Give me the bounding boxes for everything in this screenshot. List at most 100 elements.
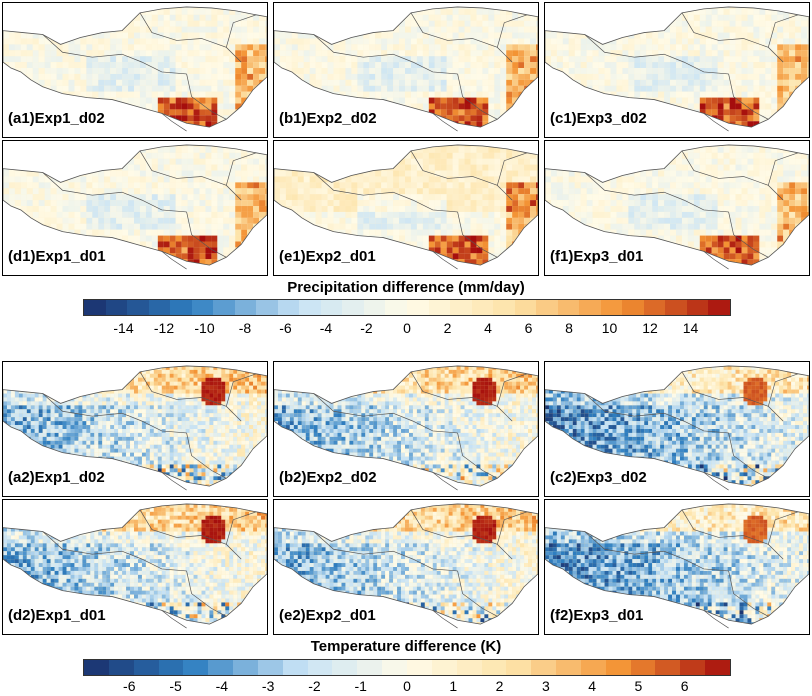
panel-label: (a2)Exp1_d02 (8, 469, 105, 486)
colorbar-segment (363, 300, 386, 315)
colorbar-tick-label: 12 (642, 320, 658, 336)
map-a1 (3, 6, 267, 132)
map-panel-a1: (a1)Exp1_d02 (2, 2, 268, 138)
colorbar-segment (148, 300, 171, 315)
map-panel-c2: (c2)Exp3_d02 (544, 361, 810, 497)
colorbar-segment (256, 300, 278, 315)
colorbar-segment (708, 300, 730, 315)
colorbar-tick-label: 6 (681, 678, 689, 694)
map-f2 (545, 503, 809, 629)
colorbar-segment (655, 660, 681, 675)
colorbar-segment (406, 300, 429, 315)
colorbar-segment (213, 300, 235, 315)
colorbar-segment (531, 660, 557, 675)
colorbar-segment (580, 660, 606, 675)
precip-colorbar-ticks: -14 -12 -10 -8 -6 -4 -2 0 2 4 6 8 10 12 14 (83, 320, 731, 338)
map-panel-e1: (e1)Exp2_d01 (273, 140, 539, 276)
map-d2 (3, 503, 267, 629)
colorbar-tick-label: 4 (484, 320, 492, 336)
map-panel-e2: (e2)Exp2_d01 (273, 499, 539, 635)
map-panel-c1: (c1)Exp3_d02 (544, 2, 810, 138)
panel-label: (f2)Exp3_d01 (550, 607, 643, 624)
colorbar-segment (705, 660, 730, 675)
map-panel-d1: (d1)Exp1_d01 (2, 140, 268, 276)
panel-label: (f1)Exp3_d01 (550, 248, 643, 265)
colorbar-segment (307, 660, 333, 675)
panel-label: (d2)Exp1_d01 (8, 607, 106, 624)
colorbar-segment (471, 300, 494, 315)
colorbar-segment (299, 300, 321, 315)
colorbar-tick-label: -1 (354, 678, 366, 694)
colorbar-segment (234, 300, 257, 315)
panel-label: (b1)Exp2_d02 (279, 110, 377, 127)
colorbar-segment (133, 660, 159, 675)
colorbar-segment (332, 660, 358, 675)
panel-label: (b2)Exp2_d02 (279, 469, 377, 486)
colorbar-tick-label: -14 (113, 320, 133, 336)
colorbar-segment (536, 300, 558, 315)
panel-label: (e1)Exp2_d01 (279, 248, 376, 265)
temp-colorbar-title: Temperature difference (K) (0, 638, 812, 655)
colorbar-segment (108, 660, 134, 675)
colorbar-segment (600, 300, 623, 315)
colorbar-tick-label: -12 (154, 320, 174, 336)
colorbar-segment (514, 300, 537, 315)
map-panel-b2: (b2)Exp2_d02 (273, 361, 539, 497)
map-f1 (545, 144, 809, 270)
temp-colorbar-ticks: -6 -5 -4 -3 -2 -1 0 1 2 3 4 5 6 (83, 678, 731, 696)
colorbar-segment (342, 300, 364, 315)
colorbar-tick-label: 2 (496, 678, 504, 694)
colorbar-segment (320, 300, 343, 315)
colorbar-tick-label: -6 (123, 678, 135, 694)
map-panel-b1: (b1)Exp2_d02 (273, 2, 539, 138)
temp-colorbar (83, 659, 731, 676)
colorbar-segment (385, 300, 407, 315)
colorbar-tick-label: 6 (525, 320, 533, 336)
colorbar-segment (665, 300, 687, 315)
panel-label: (d1)Exp1_d01 (8, 248, 106, 265)
colorbar-tick-label: 5 (635, 678, 643, 694)
map-b1 (274, 6, 538, 132)
colorbar-segment (450, 300, 472, 315)
map-panel-f2: (f2)Exp3_d01 (544, 499, 810, 635)
colorbar-tick-label: -3 (262, 678, 274, 694)
panel-label: (c2)Exp3_d02 (550, 469, 647, 486)
colorbar-tick-label: 14 (683, 320, 699, 336)
map-e1 (274, 144, 538, 270)
colorbar-tick-label: 4 (588, 678, 596, 694)
panel-label: (e2)Exp2_d01 (279, 607, 376, 624)
colorbar-segment (277, 300, 300, 315)
map-panel-f1: (f1)Exp3_d01 (544, 140, 810, 276)
colorbar-tick-label: -5 (169, 678, 181, 694)
precip-colorbar (83, 299, 731, 316)
map-b2 (274, 365, 538, 491)
colorbar-tick-label: -4 (216, 678, 228, 694)
map-panel-a2: (a2)Exp1_d02 (2, 361, 268, 497)
colorbar-segment (481, 660, 507, 675)
colorbar-tick-label: -8 (239, 320, 251, 336)
colorbar-segment (158, 660, 184, 675)
colorbar-segment (428, 300, 451, 315)
colorbar-tick-label: 2 (444, 320, 452, 336)
colorbar-segment (233, 660, 258, 675)
colorbar-segment (431, 660, 457, 675)
colorbar-tick-label: 0 (403, 320, 411, 336)
colorbar-segment (170, 300, 192, 315)
panel-label: (a1)Exp1_d02 (8, 110, 105, 127)
colorbar-segment (686, 300, 709, 315)
colorbar-segment (183, 660, 209, 675)
colorbar-segment (105, 300, 128, 315)
colorbar-segment (493, 300, 515, 315)
colorbar-tick-label: -10 (194, 320, 214, 336)
map-a2 (3, 365, 267, 491)
colorbar-segment (84, 300, 106, 315)
colorbar-segment (643, 300, 666, 315)
colorbar-tick-label: 10 (602, 320, 618, 336)
map-d1 (3, 144, 267, 270)
colorbar-segment (282, 660, 308, 675)
map-e2 (274, 503, 538, 629)
colorbar-tick-label: -2 (308, 678, 320, 694)
colorbar-segment (208, 660, 234, 675)
colorbar-segment (456, 660, 482, 675)
colorbar-segment (382, 660, 407, 675)
